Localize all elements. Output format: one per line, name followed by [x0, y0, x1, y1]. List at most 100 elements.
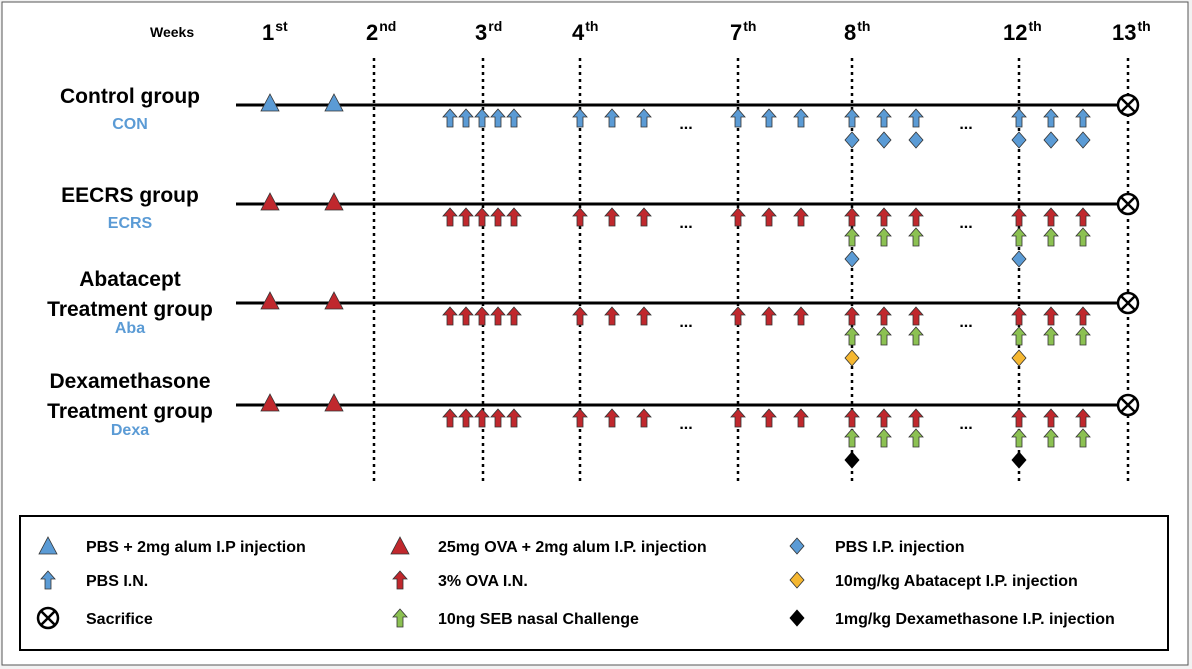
blue-arrow-icon	[490, 108, 506, 128]
legend-label: 1mg/kg Dexamethasone I.P. injection	[835, 611, 1115, 628]
red-arrow-icon	[604, 207, 620, 227]
green-arrow-icon	[876, 227, 892, 247]
green-arrow-icon	[908, 428, 924, 448]
group-name: EECRS group	[61, 184, 199, 207]
orange-diamond-icon	[789, 571, 805, 589]
red-arrow-icon	[761, 207, 777, 227]
blue-arrow-icon	[1075, 108, 1091, 128]
red-arrow-icon	[474, 408, 490, 428]
ellipsis: ...	[679, 116, 692, 133]
red-arrow-icon	[1011, 306, 1027, 326]
ellipsis: ...	[959, 215, 972, 232]
legend-label: PBS + 2mg alum I.P injection	[86, 539, 306, 556]
week-label: 12th	[1003, 18, 1042, 45]
red-arrow-icon	[458, 207, 474, 227]
red-arrow-icon	[1011, 207, 1027, 227]
weeks-title: Weeks	[150, 24, 194, 40]
blue-diamond-icon	[1043, 131, 1059, 149]
red-arrow-icon	[636, 306, 652, 326]
green-arrow-icon	[876, 428, 892, 448]
blue-arrow-icon	[506, 108, 522, 128]
red-arrow-icon	[793, 207, 809, 227]
green-arrow-icon	[1075, 428, 1091, 448]
sacrifice-icon	[1116, 291, 1140, 315]
blue-arrow-icon	[572, 108, 588, 128]
group-name: Abatacept	[79, 268, 181, 291]
red-arrow-icon	[730, 408, 746, 428]
red-triangle-icon	[324, 192, 344, 211]
red-arrow-icon	[844, 408, 860, 428]
black-diamond-icon	[1011, 451, 1027, 469]
red-arrow-icon	[474, 306, 490, 326]
orange-diamond-icon	[844, 349, 860, 367]
red-arrow-icon	[1043, 207, 1059, 227]
legend-label: 10ng SEB nasal Challenge	[438, 611, 639, 628]
red-arrow-icon	[730, 207, 746, 227]
red-triangle-icon	[260, 192, 280, 211]
orange-diamond-icon	[1011, 349, 1027, 367]
red-arrow-icon	[1075, 408, 1091, 428]
red-arrow-icon	[604, 306, 620, 326]
red-arrow-icon	[490, 306, 506, 326]
ellipsis: ...	[959, 314, 972, 331]
blue-arrow-icon	[442, 108, 458, 128]
red-arrow-icon	[908, 408, 924, 428]
red-arrow-icon	[442, 306, 458, 326]
blue-diamond-icon	[844, 250, 860, 268]
red-triangle-icon	[324, 291, 344, 310]
green-arrow-icon	[1011, 326, 1027, 346]
red-arrow-icon	[1043, 408, 1059, 428]
group-row: EECRS group ECRS......	[61, 184, 1140, 268]
green-arrow-icon	[844, 326, 860, 346]
blue-arrow-icon	[636, 108, 652, 128]
red-arrow-icon	[730, 306, 746, 326]
blue-triangle-icon	[260, 93, 280, 112]
red-triangle-icon	[260, 393, 280, 412]
red-arrow-icon	[458, 306, 474, 326]
blue-arrow-icon	[793, 108, 809, 128]
blue-diamond-icon	[1011, 250, 1027, 268]
group-abbreviation: Dexa	[111, 422, 149, 439]
red-arrow-icon	[793, 306, 809, 326]
blue-diamond-icon	[1075, 131, 1091, 149]
legend-item: 10mg/kg Abatacept I.P. injection	[789, 571, 1078, 590]
red-arrow-icon	[458, 408, 474, 428]
blue-diamond-icon	[876, 131, 892, 149]
legend-box	[19, 515, 1169, 651]
red-arrow-icon	[793, 408, 809, 428]
red-arrow-icon	[506, 408, 522, 428]
blue-diamond-icon	[908, 131, 924, 149]
blue-triangle-icon	[324, 93, 344, 112]
blue-arrow-icon	[40, 570, 56, 590]
legend-item: 1mg/kg Dexamethasone I.P. injection	[789, 609, 1115, 628]
red-arrow-icon	[844, 207, 860, 227]
group-row: Control group CON......	[60, 85, 1140, 149]
green-arrow-icon	[1075, 326, 1091, 346]
ellipsis: ...	[679, 416, 692, 433]
blue-arrow-icon	[876, 108, 892, 128]
red-arrow-icon	[636, 207, 652, 227]
blue-arrow-icon	[1011, 108, 1027, 128]
red-arrow-icon	[908, 306, 924, 326]
black-diamond-icon	[844, 451, 860, 469]
legend: PBS + 2mg alum I.P injection PBS I.N. Sacr…	[36, 536, 1115, 630]
blue-diamond-icon	[844, 131, 860, 149]
red-arrow-icon	[604, 408, 620, 428]
week-label: 7th	[730, 18, 756, 45]
group-name: Dexamethasone	[49, 370, 210, 393]
green-arrow-icon	[844, 428, 860, 448]
green-arrow-icon	[1011, 428, 1027, 448]
red-arrow-icon	[572, 306, 588, 326]
legend-label: 25mg OVA + 2mg alum I.P. injection	[438, 539, 707, 556]
week-label: 3rd	[475, 18, 502, 45]
black-diamond-icon	[789, 609, 805, 627]
red-arrow-icon	[876, 306, 892, 326]
ellipsis: ...	[959, 116, 972, 133]
blue-arrow-icon	[730, 108, 746, 128]
blue-arrow-icon	[458, 108, 474, 128]
red-arrow-icon	[490, 408, 506, 428]
green-arrow-icon	[908, 227, 924, 247]
legend-item: PBS + 2mg alum I.P injection	[38, 536, 306, 556]
blue-diamond-icon	[789, 537, 805, 555]
red-arrow-icon	[490, 207, 506, 227]
